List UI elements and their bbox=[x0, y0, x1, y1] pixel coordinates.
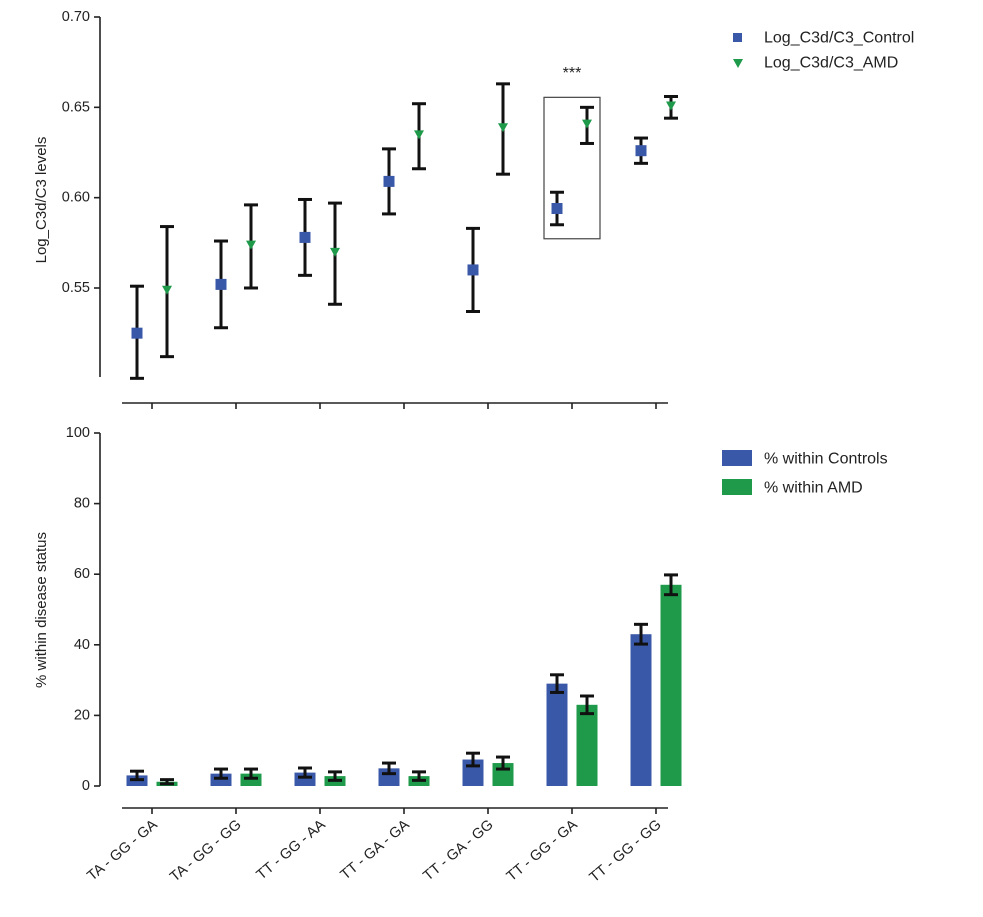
legend-amd-label: Log_C3d/C3_AMD bbox=[764, 55, 898, 72]
top-y-tick-label: 0.55 bbox=[62, 280, 90, 296]
controls-bar bbox=[630, 634, 652, 786]
control-point bbox=[551, 203, 563, 215]
bottom-y-tick-label: 100 bbox=[66, 425, 90, 441]
legend-control-label: Log_C3d/C3_Control bbox=[764, 30, 914, 47]
legend-control-marker bbox=[733, 33, 742, 42]
x-category-label: TT - GG - GG bbox=[587, 817, 665, 886]
legend-amd-swatch bbox=[722, 479, 752, 495]
amd-point bbox=[246, 240, 256, 250]
top-y-tick-label: 0.70 bbox=[62, 9, 90, 25]
control-point bbox=[299, 231, 311, 243]
legend-amd-bar-label: % within AMD bbox=[764, 480, 863, 497]
top-y-axis-label: Log_C3d/C3 levels bbox=[33, 137, 50, 264]
controls-bar bbox=[546, 683, 568, 786]
x-category-label: TA - GG - GG bbox=[167, 817, 244, 886]
amd-point bbox=[414, 130, 424, 140]
significance-annotation: *** bbox=[563, 65, 582, 82]
top-y-tick-label: 0.65 bbox=[62, 99, 90, 115]
x-category-label: TT - GG - AA bbox=[254, 817, 329, 884]
x-category-label: TT - GA - GA bbox=[338, 817, 413, 884]
amd-point bbox=[162, 285, 172, 295]
control-point bbox=[383, 175, 395, 187]
bottom-y-tick-label: 40 bbox=[74, 637, 90, 653]
amd-bar bbox=[240, 773, 262, 786]
legend-controls-label: % within Controls bbox=[764, 451, 888, 468]
bottom-y-tick-label: 60 bbox=[74, 566, 90, 582]
bottom-y-tick-label: 20 bbox=[74, 707, 90, 723]
x-category-label: TT - GG - GA bbox=[504, 817, 581, 885]
control-point bbox=[635, 145, 647, 157]
bottom-y-tick-label: 80 bbox=[74, 496, 90, 512]
amd-point bbox=[666, 101, 676, 111]
top-y-tick-label: 0.60 bbox=[62, 190, 90, 206]
highlight-box bbox=[543, 96, 601, 240]
amd-bar bbox=[576, 704, 598, 786]
x-category-label: TA - GG - GA bbox=[84, 817, 160, 885]
amd-point bbox=[498, 123, 508, 133]
amd-point bbox=[582, 119, 592, 129]
x-category-label: TT - GA - GG bbox=[420, 817, 496, 884]
control-point bbox=[131, 327, 143, 339]
legend-amd-marker bbox=[733, 59, 743, 68]
control-point bbox=[215, 278, 227, 290]
legend-controls-swatch bbox=[722, 450, 752, 466]
amd-point bbox=[330, 247, 340, 257]
amd-bar bbox=[660, 584, 682, 786]
bottom-y-axis-label: % within disease status bbox=[33, 532, 50, 688]
control-point bbox=[467, 264, 479, 276]
bottom-y-tick-label: 0 bbox=[82, 778, 90, 794]
controls-bar bbox=[210, 773, 232, 786]
